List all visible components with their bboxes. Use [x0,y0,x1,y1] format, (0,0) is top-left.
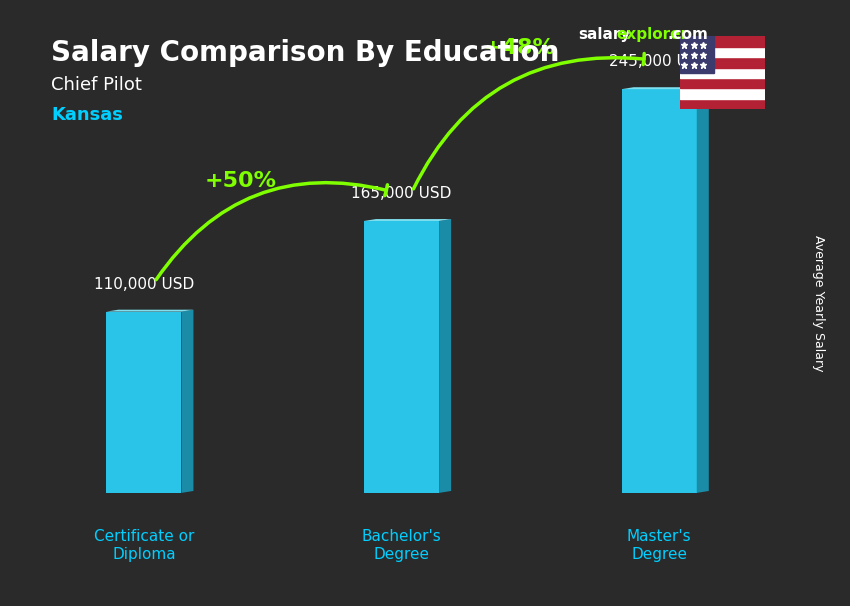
Text: explorer: explorer [616,27,689,42]
Text: +48%: +48% [484,38,556,58]
Text: 110,000 USD: 110,000 USD [94,277,194,292]
Polygon shape [106,310,194,311]
Text: salary: salary [578,27,631,42]
Polygon shape [364,219,451,221]
Polygon shape [697,87,709,493]
Text: Kansas: Kansas [51,106,123,124]
Polygon shape [621,87,709,89]
Text: +50%: +50% [205,171,276,191]
Text: Chief Pilot: Chief Pilot [51,76,142,94]
Text: Master's
Degree: Master's Degree [627,529,692,562]
Text: Certificate or
Diploma: Certificate or Diploma [94,529,194,562]
Bar [680,78,765,88]
Text: 165,000 USD: 165,000 USD [351,186,451,201]
Text: Salary Comparison By Education: Salary Comparison By Education [51,39,559,67]
Text: .com: .com [667,27,708,42]
Bar [680,36,765,47]
Bar [680,99,765,109]
Polygon shape [439,219,451,493]
Polygon shape [106,311,181,493]
Bar [680,67,765,78]
Polygon shape [364,221,439,493]
Text: 245,000 USD: 245,000 USD [609,55,709,69]
Bar [680,88,765,99]
Bar [680,47,765,57]
Text: Average Yearly Salary: Average Yearly Salary [812,235,824,371]
Bar [680,36,714,73]
Text: Bachelor's
Degree: Bachelor's Degree [361,529,441,562]
Bar [680,57,765,67]
Polygon shape [181,310,194,493]
Polygon shape [621,89,697,493]
